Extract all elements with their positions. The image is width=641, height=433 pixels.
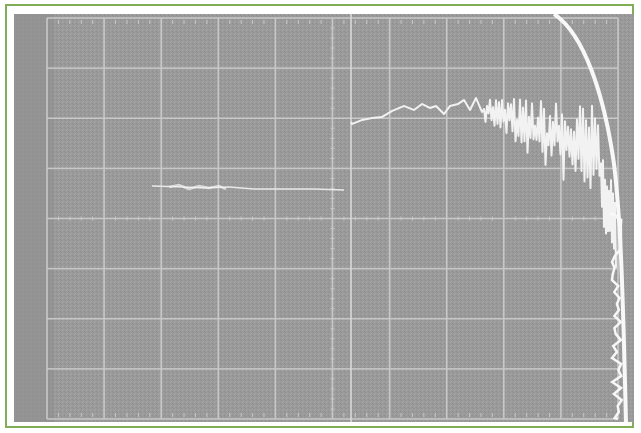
oscilloscope-photo (14, 14, 634, 422)
signal-trace (350, 97, 617, 268)
baseline-trace-smudge (168, 183, 227, 191)
decay-curve-trace (552, 14, 628, 422)
oscilloscope-screen (14, 14, 634, 422)
